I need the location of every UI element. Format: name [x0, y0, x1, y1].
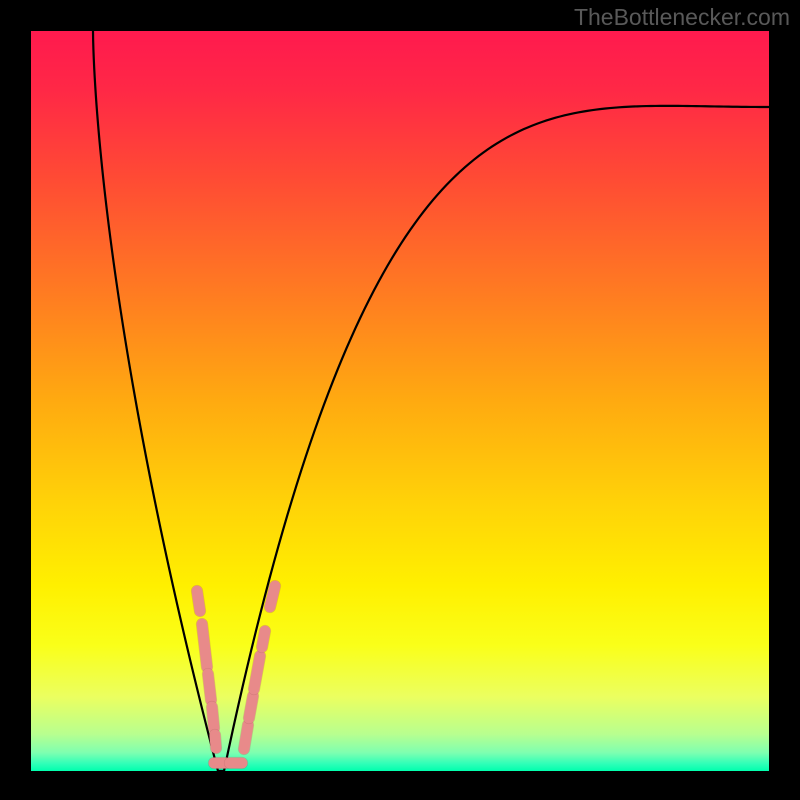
- marker-capsule: [202, 624, 207, 667]
- chart-container: TheBottlenecker.com: [0, 0, 800, 800]
- watermark-text: TheBottlenecker.com: [574, 4, 790, 31]
- marker-capsule: [215, 735, 216, 748]
- marker-capsule: [249, 696, 253, 718]
- marker-capsule: [212, 707, 214, 728]
- plot-area: [31, 31, 769, 771]
- gradient-rect: [31, 31, 769, 771]
- marker-capsule: [197, 591, 200, 611]
- marker-capsule: [208, 674, 211, 700]
- marker-capsule: [254, 656, 260, 689]
- plot-svg: [31, 31, 769, 771]
- marker-capsule: [262, 631, 265, 647]
- marker-capsule: [270, 586, 275, 607]
- marker-capsule: [244, 725, 248, 749]
